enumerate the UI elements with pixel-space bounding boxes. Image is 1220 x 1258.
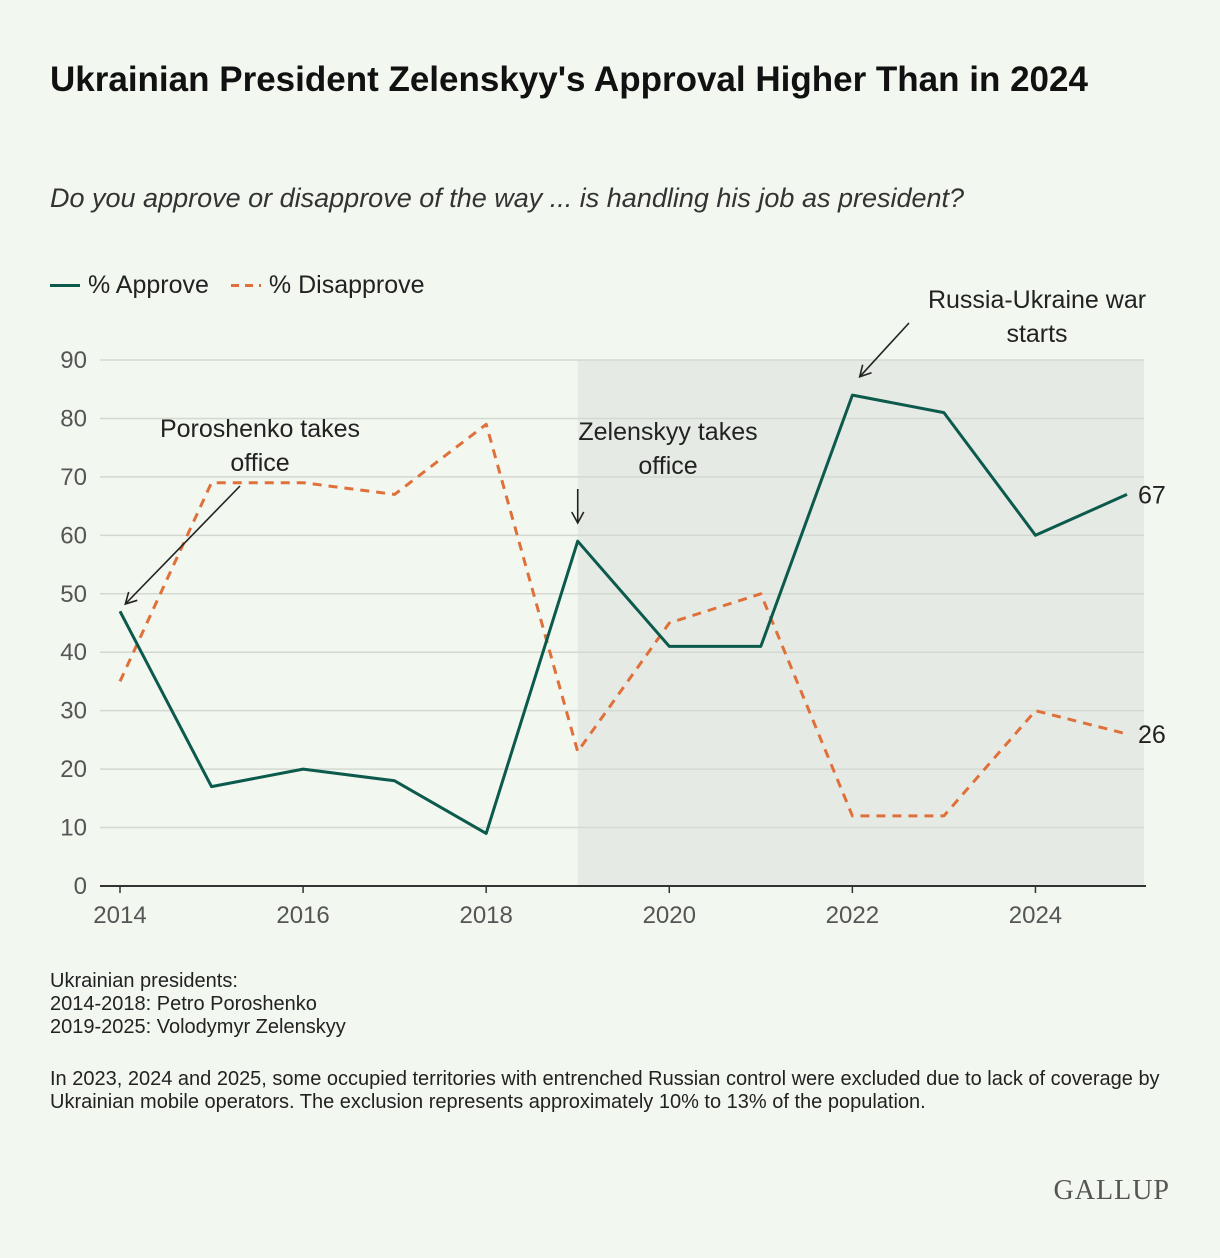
legend: % Approve % Disapprove <box>50 268 447 302</box>
y-tick-label: 60 <box>60 522 87 549</box>
line-chart: 0 10 20 30 40 50 60 70 80 90 2014 2016 2018 2020 2022 2… <box>60 286 1166 929</box>
x-tick-label: 2016 <box>276 902 329 929</box>
annotation-arrow <box>124 485 241 606</box>
disapprove-end-label: 26 <box>1138 721 1166 749</box>
footnote-coverage: In 2023, 2024 and 2025, some occupied te… <box>50 1068 1160 1113</box>
y-tick-label: 80 <box>60 405 87 432</box>
gallup-logo: GALLUP <box>1053 1175 1170 1206</box>
approve-series-line <box>118 393 1128 835</box>
footnote-zelenskyy: 2019-2025: Volodymyr Zelenskyy <box>50 1016 346 1038</box>
y-tick-label: 40 <box>60 639 87 666</box>
chart-subtitle: Do you approve or disapprove of the way … <box>50 183 965 213</box>
legend-label-disapprove: % Disapprove <box>268 270 425 299</box>
x-tick-label: 2022 <box>826 902 879 929</box>
legend-swatch-disapprove <box>230 283 261 287</box>
y-tick-label: 30 <box>60 698 87 725</box>
y-tick-label: 50 <box>60 581 87 608</box>
annotation-label: Russia-Ukraine war starts <box>928 286 1146 348</box>
legend-swatch-approve <box>50 283 80 287</box>
x-tick-label: 2024 <box>1009 902 1062 929</box>
footnote-presidents: Ukrainian presidents: 2014-2018: Petro P… <box>50 970 346 1039</box>
y-tick-label: 0 <box>74 873 87 900</box>
y-tick-label: 90 <box>60 347 87 374</box>
y-tick-label: 70 <box>60 464 87 491</box>
chart-title: Ukrainian President Zelenskyy's Approval… <box>50 60 1088 99</box>
legend-label-approve: % Approve <box>88 270 209 299</box>
legend-item-disapprove: % Disapprove <box>230 270 425 300</box>
footnote-presidents-heading: Ukrainian presidents: <box>50 970 238 992</box>
zelenskyy-era-shading <box>577 360 1144 886</box>
annotation-label: Zelenskyy takes office <box>578 418 757 480</box>
y-tick-label: 10 <box>60 815 87 842</box>
x-tick-label: 2020 <box>643 902 696 929</box>
disapprove-series-line <box>118 422 1128 818</box>
x-tick-label: 2014 <box>93 902 146 929</box>
annotation-arrow <box>858 322 910 379</box>
y-tick-label: 20 <box>60 756 87 783</box>
footnote-poroshenko: 2014-2018: Petro Poroshenko <box>50 993 317 1015</box>
legend-item-approve: % Approve <box>50 271 209 300</box>
annotation-label: Poroshenko takes office <box>160 415 360 477</box>
x-tick-label: 2018 <box>459 902 512 929</box>
approve-end-label: 67 <box>1138 481 1166 509</box>
